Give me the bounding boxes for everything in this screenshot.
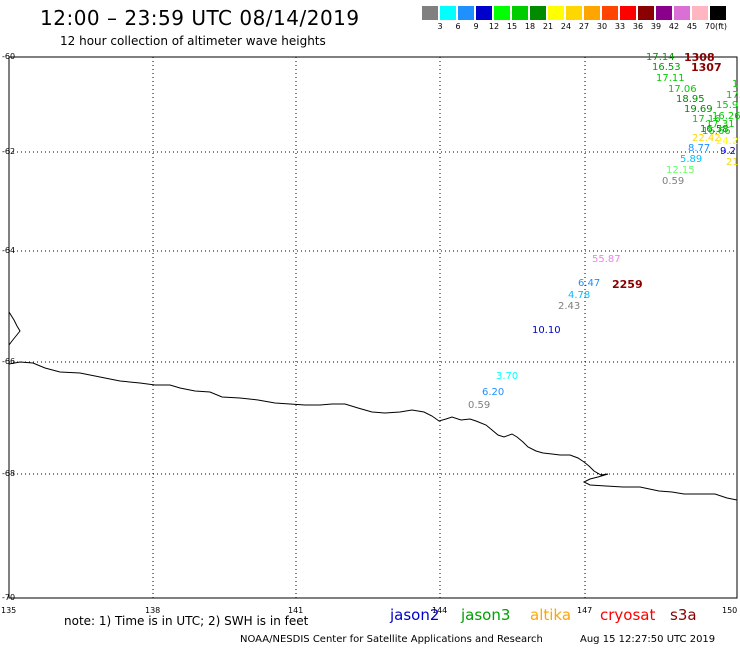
longitude-label: 141 <box>288 606 304 615</box>
legend-label: 39 <box>650 22 662 31</box>
wave-height-label: 0.59 <box>468 400 491 411</box>
map-frame <box>8 56 738 599</box>
wave-height-label: 9.2 <box>720 146 736 157</box>
wave-height-label: 17. <box>726 90 740 101</box>
wave-height-label: 1307 <box>691 61 722 74</box>
longitude-label: 147 <box>577 606 593 615</box>
latitude-label: -70 <box>2 593 16 602</box>
longitude-label: 144 <box>432 606 448 615</box>
legend-label: 12 <box>488 22 500 31</box>
legend-label: 18 <box>524 22 536 31</box>
legend-label: 36 <box>632 22 644 31</box>
wave-height-label: 17.14 <box>646 52 675 63</box>
legend-label: 24 <box>560 22 572 31</box>
wave-height-label: 16.26 <box>712 111 740 122</box>
legend-label: 70 <box>704 22 716 31</box>
grid-lines <box>9 57 737 598</box>
wave-height-label: 4.78 <box>568 290 591 301</box>
wave-height-label: 17.16 <box>692 114 721 125</box>
wave-height-label: 17.11 <box>656 73 685 84</box>
wave-height-label: 18.95 <box>676 94 705 105</box>
wave-height-label: 15.9 <box>716 100 739 111</box>
legend-swatch: 30 <box>584 6 607 31</box>
legend-swatch: 39 <box>638 6 661 31</box>
wave-height-label: 2.43 <box>558 301 581 312</box>
legend-label: 15 <box>506 22 518 31</box>
latitude-label: -64 <box>2 246 16 255</box>
map-subtitle: 12 hour collection of altimeter wave hei… <box>60 34 326 48</box>
satellite-cryosat: cryosat <box>600 606 656 624</box>
wave-height-label: 17.06 <box>668 84 697 95</box>
legend-label: 42 <box>668 22 680 31</box>
legend-label: 6 <box>455 22 461 31</box>
antarctic-coastline <box>8 311 21 348</box>
wave-height-label: 22.42 <box>692 133 721 144</box>
legend-swatch: 70 <box>692 6 715 31</box>
satellite-altika: altika <box>530 606 572 624</box>
satellite-jason2: jason2 <box>390 606 440 624</box>
latitude-label: -62 <box>2 147 16 156</box>
wave-height-label: 12.15 <box>666 165 695 176</box>
generated-timestamp: Aug 15 12:27:50 UTC 2019 <box>580 634 716 645</box>
legend-swatch: 24 <box>548 6 571 31</box>
satellite-s3a: s3a <box>670 606 697 624</box>
longitude-label: 138 <box>145 606 161 615</box>
legend-swatch: 6 <box>440 6 461 31</box>
legend-swatch: 3 <box>422 6 443 31</box>
wave-height-label: 17.31 <box>706 119 735 130</box>
wave-height-label: 16.66 <box>702 126 731 137</box>
legend-label: 21 <box>542 22 554 31</box>
longitude-label: 150 <box>722 606 738 615</box>
latitude-label: -60 <box>2 52 16 61</box>
wave-height-label: 2259 <box>612 278 643 291</box>
wave-height-label: 16.53 <box>652 62 681 73</box>
legend-swatch: 21 <box>530 6 553 31</box>
wave-height-label: 8.77 <box>688 143 711 154</box>
wave-height-label: 5.89 <box>680 154 703 165</box>
wave-height-label: 24.27 <box>716 136 740 147</box>
legend-swatch: 33 <box>602 6 625 31</box>
wave-height-label: 0.59 <box>662 176 685 187</box>
wave-height-label: 21 <box>726 157 739 168</box>
legend-swatch: 27 <box>566 6 589 31</box>
latitude-label: -66 <box>2 357 16 366</box>
wave-height-label: 55.87 <box>592 254 621 265</box>
wave-height-label: 10.10 <box>532 325 561 336</box>
satellite-jason3: jason3 <box>461 606 511 624</box>
legend-swatch: 36 <box>620 6 643 31</box>
legend-swatch: 45 <box>674 6 697 31</box>
map-title: 12:00 – 23:59 UTC 08/14/2019 <box>40 6 360 30</box>
wave-height-label: 1 <box>732 79 739 90</box>
wave-height-label: 6.20 <box>482 387 505 398</box>
legend-label: 30 <box>596 22 608 31</box>
antarctic-coastline <box>8 361 738 501</box>
wave-height-label: 16.58 <box>700 124 729 135</box>
color-legend: (ft) 3 6 9 12 15 18 21 24 27 30 33 36 39 42 45 70 <box>422 6 732 40</box>
legend-label: 9 <box>473 22 479 31</box>
legend-label: 33 <box>614 22 626 31</box>
legend-label: 27 <box>578 22 590 31</box>
longitude-label: 135 <box>1 606 17 615</box>
credit-line: NOAA/NESDIS Center for Satellite Applica… <box>240 634 543 645</box>
wave-height-label: 1308 <box>684 51 715 64</box>
legend-swatch: 12 <box>476 6 499 31</box>
legend-swatch <box>710 6 727 20</box>
legend-swatch: 15 <box>494 6 517 31</box>
legend-label: 3 <box>437 22 443 31</box>
wave-height-label: 3.70 <box>496 371 519 382</box>
wave-height-label: 6.47 <box>578 278 601 289</box>
wave-height-label: 19.69 <box>684 104 713 115</box>
latitude-label: -68 <box>2 469 16 478</box>
footnote: note: 1) Time is in UTC; 2) SWH is in fe… <box>64 614 309 628</box>
legend-label: 45 <box>686 22 698 31</box>
legend-swatch: 18 <box>512 6 535 31</box>
legend-swatch: 42 <box>656 6 679 31</box>
legend-unit: (ft) <box>715 22 728 31</box>
legend-swatch: 9 <box>458 6 479 31</box>
